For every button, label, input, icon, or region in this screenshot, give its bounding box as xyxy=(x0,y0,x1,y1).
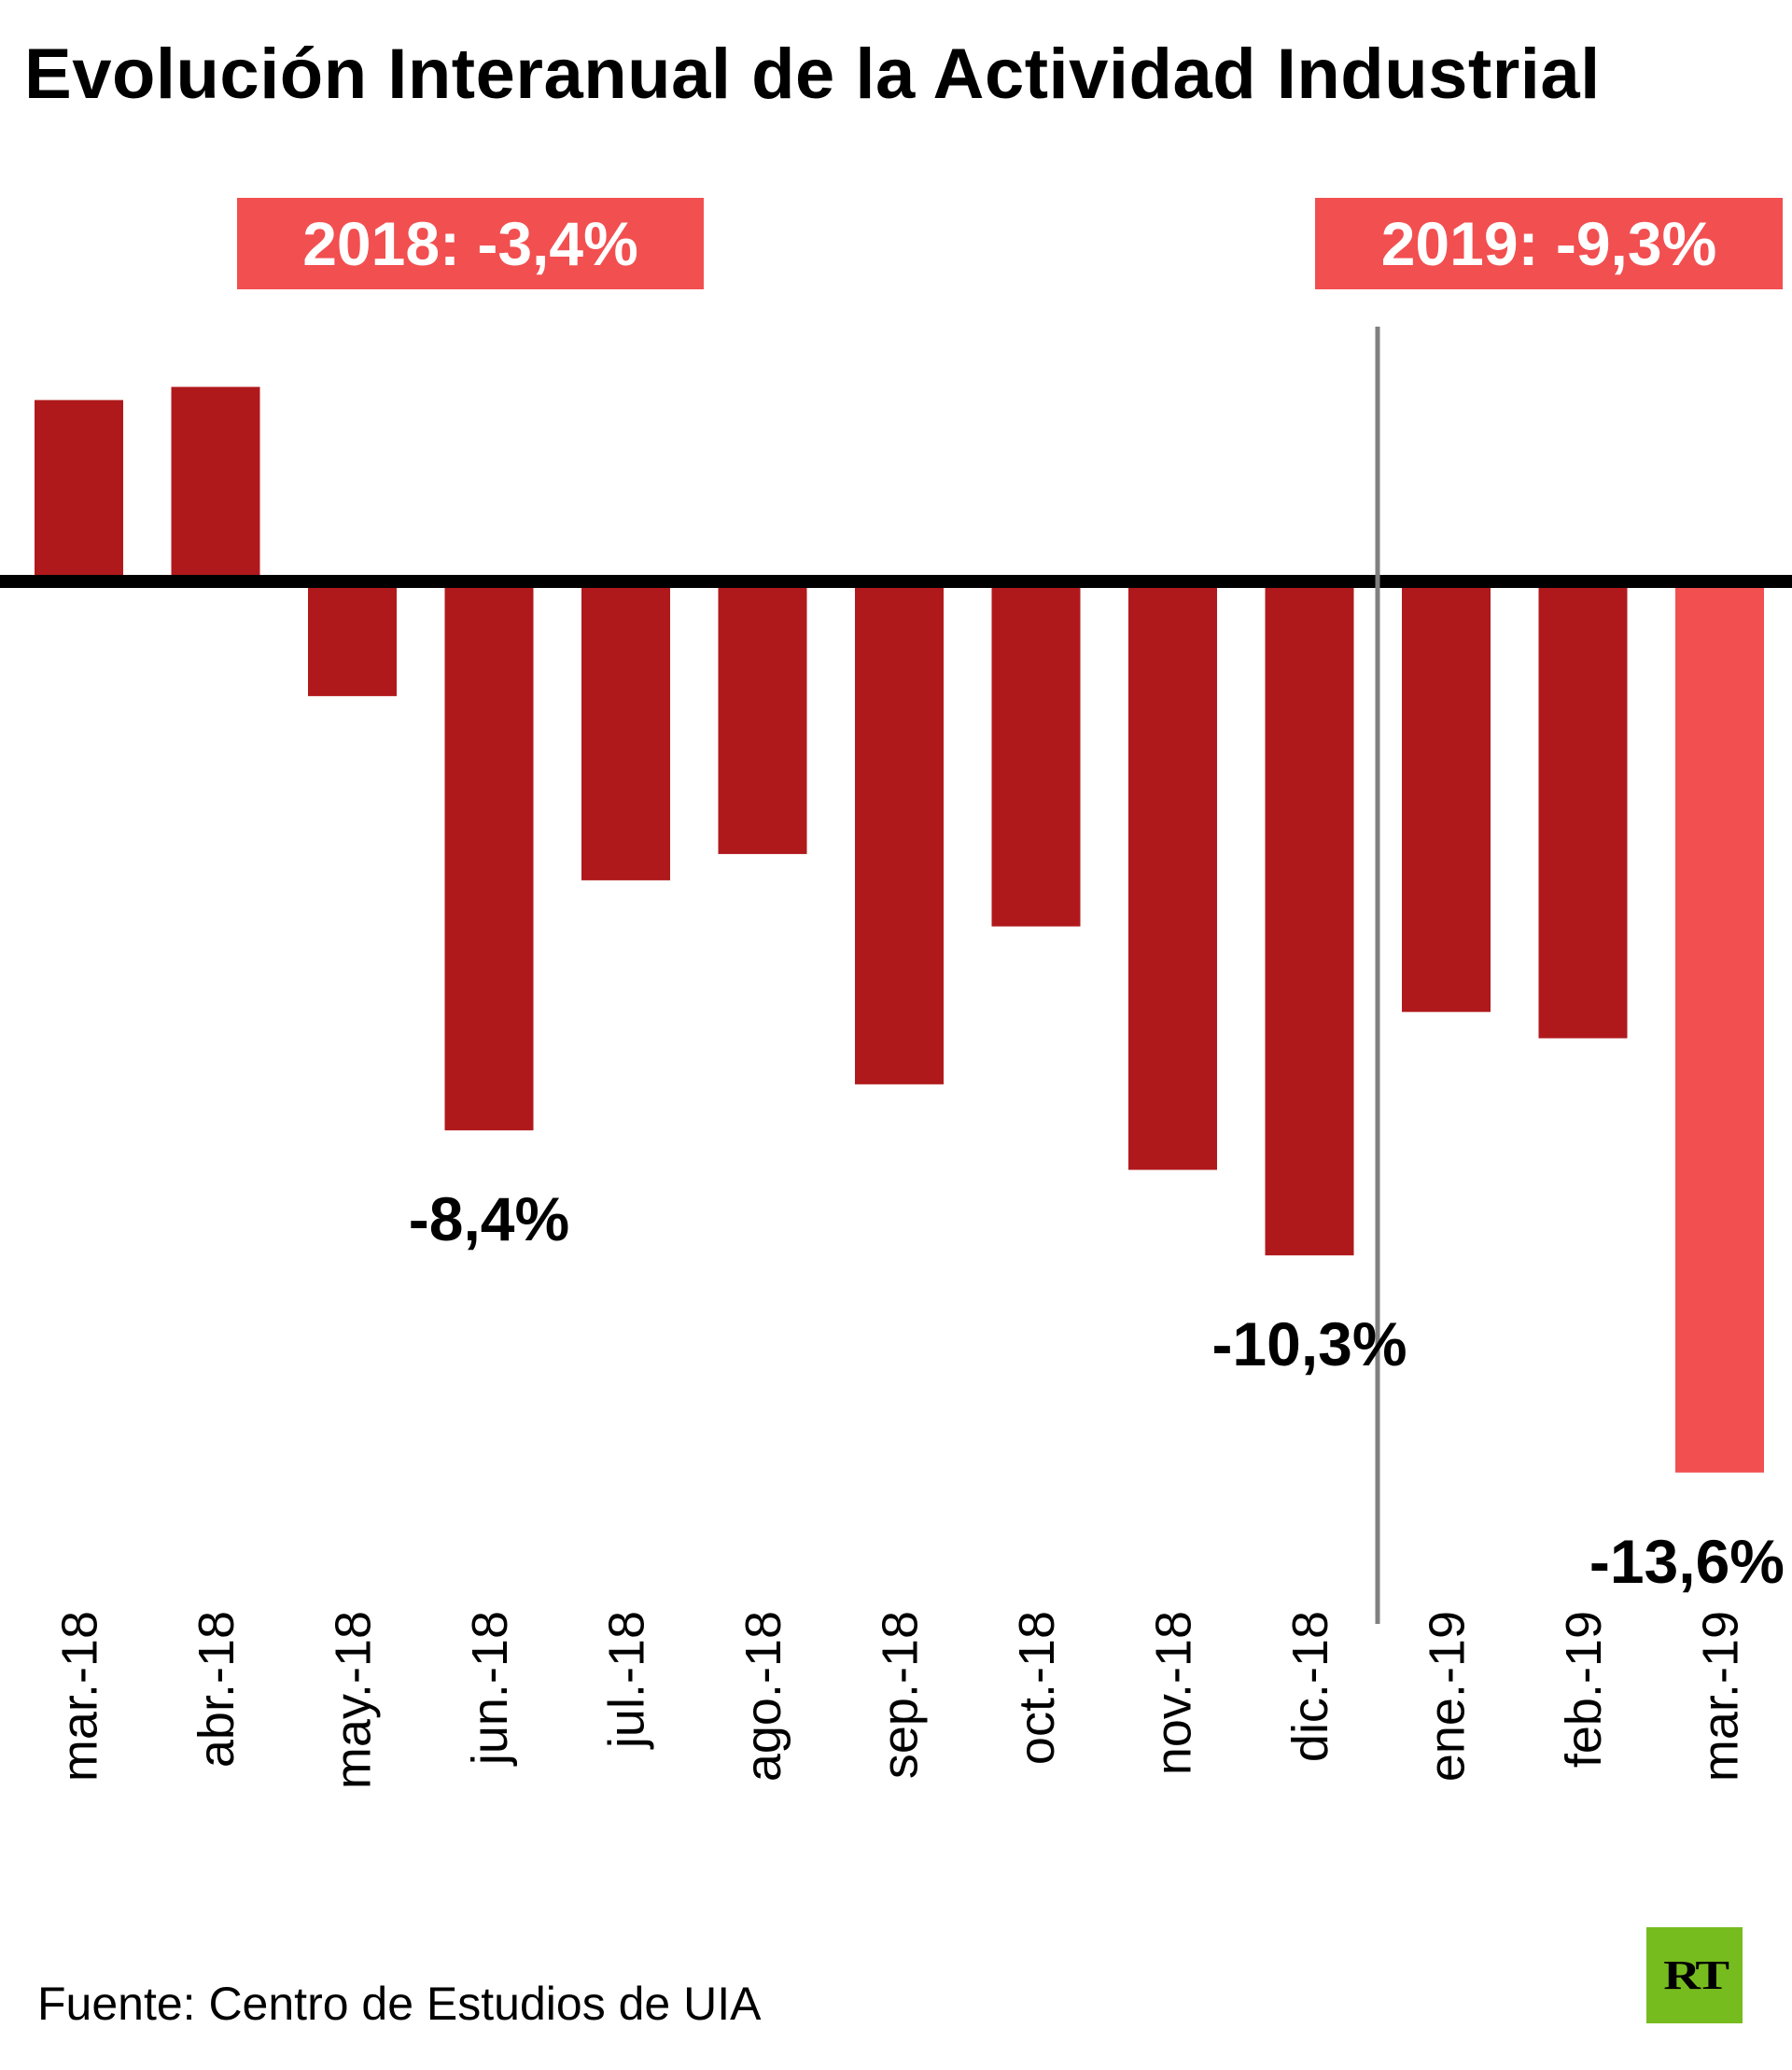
x-tick-label: abr.-18 xyxy=(189,1611,245,1768)
annotation-2019-badge: 2019: -9,3% xyxy=(1315,198,1783,289)
data-label-mar-19: -13,6% xyxy=(1589,1527,1785,1596)
bars-group xyxy=(35,386,1764,1473)
x-tick-label: feb.-19 xyxy=(1556,1611,1612,1768)
bar-oct-18 xyxy=(991,578,1081,927)
bar-mar-18 xyxy=(35,399,123,578)
bar-mar-19 xyxy=(1675,578,1764,1473)
month-labels-group: mar.-18 abr.-18 may.-18 jun.-18 jul.-18 ago.-… xyxy=(52,1611,1749,1789)
x-tick-label: mar.-18 xyxy=(52,1611,108,1782)
x-tick-label: sep.-18 xyxy=(873,1611,929,1779)
bar-ago-18 xyxy=(718,578,807,855)
bar-abr-18 xyxy=(171,386,260,578)
x-tick-label: nov.-18 xyxy=(1146,1611,1202,1775)
rt-logo: RT xyxy=(1646,1927,1743,2023)
bar-jun-18 xyxy=(444,578,534,1131)
x-tick-label: oct.-18 xyxy=(1009,1611,1065,1765)
x-tick-label: jun.-18 xyxy=(462,1611,518,1767)
data-label-jun-18: -8,4% xyxy=(409,1184,569,1253)
data-label-dic-18: -10,3% xyxy=(1211,1309,1407,1378)
chart-title: Evolución Interanual de la Actividad Ind… xyxy=(24,35,1601,114)
bar-ene-19 xyxy=(1402,578,1491,1013)
x-tick-label: dic.-18 xyxy=(1282,1611,1338,1762)
bar-sep-18 xyxy=(855,578,944,1084)
rt-logo-text: RT xyxy=(1663,1952,1729,1998)
bar-jul-18 xyxy=(581,578,670,881)
source-note: Fuente: Centro de Estudios de UIA xyxy=(37,1978,762,2030)
bar-may-18 xyxy=(308,578,397,696)
x-tick-label: ago.-18 xyxy=(735,1611,791,1782)
bar-dic-18 xyxy=(1265,578,1354,1256)
x-tick-label: jul.-18 xyxy=(599,1611,655,1750)
annotation-2018-badge: 2018: -3,4% xyxy=(237,198,704,289)
bar-nov-18 xyxy=(1128,578,1217,1170)
x-tick-label: may.-18 xyxy=(326,1611,382,1789)
x-tick-label: ene.-19 xyxy=(1420,1611,1476,1782)
x-tick-label: mar.-19 xyxy=(1693,1611,1749,1782)
value-labels-group: -8,4% -10,3% -13,6% xyxy=(409,1184,1785,1596)
bar-feb-19 xyxy=(1538,578,1628,1039)
